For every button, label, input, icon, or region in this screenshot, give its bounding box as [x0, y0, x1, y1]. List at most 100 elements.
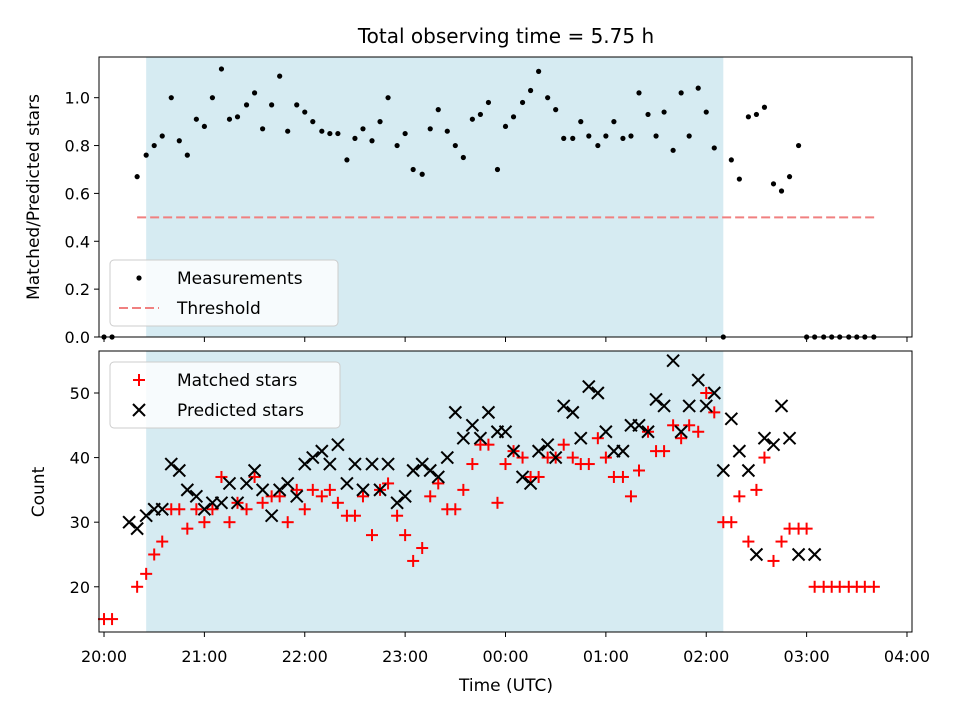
predicted-star-point — [331, 437, 345, 452]
measurement-point — [628, 133, 634, 139]
matched-star-point — [457, 483, 470, 496]
matched-star-point — [391, 509, 404, 522]
predicted-star-point — [365, 457, 379, 471]
measurement-point — [402, 130, 408, 137]
count-y-tick-label: 30 — [70, 513, 90, 532]
measurement-point — [184, 152, 190, 158]
x-tick-label: 03:00 — [784, 647, 830, 666]
measurement-point — [168, 95, 174, 101]
matched-star-point — [173, 503, 186, 516]
matched-star-point — [248, 470, 261, 483]
measurement-point — [711, 145, 717, 151]
predicted-star-point — [699, 399, 713, 413]
measurement-point — [570, 135, 576, 141]
predicted-star-point — [139, 509, 153, 523]
predicted-star-point — [180, 483, 195, 497]
measurement-point — [226, 116, 233, 122]
predicted-star-point — [415, 457, 429, 471]
count-legend: Matched stars Predicted stars — [109, 361, 341, 429]
x-tick-label: 00:00 — [482, 647, 528, 666]
measurement-point — [678, 90, 684, 96]
measurement-point — [770, 181, 777, 187]
measurement-point — [611, 119, 617, 125]
matched-star-point — [256, 496, 269, 509]
measurement-point — [460, 154, 466, 161]
predicted-star-point — [599, 425, 613, 439]
matched-star-point — [366, 529, 379, 542]
legend-measurements-label: Measurements — [177, 269, 303, 289]
predicted-star-point — [757, 431, 772, 445]
predicted-star-point — [298, 457, 312, 471]
matched-star-point — [482, 438, 495, 451]
measurement-point — [159, 133, 165, 139]
matched-star-point — [516, 451, 529, 464]
ratio-y-tick-label: 0.8 — [65, 137, 90, 156]
predicted-star-point — [130, 521, 144, 536]
matched-star-point — [131, 580, 144, 593]
matched-star-point — [449, 503, 462, 516]
matched-star-point — [407, 554, 420, 567]
matched-star-point — [800, 522, 813, 535]
measurement-point — [151, 142, 157, 149]
predicted-star-point — [749, 547, 764, 562]
matched-star-point — [725, 516, 738, 529]
measurement-point — [502, 123, 509, 130]
predicted-star-point — [406, 463, 420, 478]
ratio-legend: Measurements Threshold — [109, 259, 339, 327]
measurement-point — [661, 109, 667, 115]
legend-threshold-label: Threshold — [176, 299, 261, 319]
predicted-star-point — [566, 405, 580, 420]
measurement-point — [243, 102, 250, 108]
predicted-star-point — [315, 444, 329, 458]
matched-star-point — [532, 470, 545, 483]
measurement-point — [653, 133, 659, 139]
predicted-star-point — [398, 489, 412, 504]
measurement-point — [310, 119, 316, 125]
predicted-star-point — [649, 392, 663, 407]
predicted-star-point — [189, 489, 204, 504]
measurement-point — [636, 90, 642, 96]
measurement-point — [753, 111, 760, 118]
matched-star-point — [382, 477, 395, 490]
measurement-point — [553, 107, 559, 113]
measurement-point — [536, 68, 542, 74]
predicted-star-point — [164, 457, 178, 471]
matched-star-point — [156, 535, 169, 548]
measurement-point — [269, 102, 275, 108]
matched-star-point — [331, 496, 344, 509]
predicted-star-point — [423, 463, 437, 478]
predicted-star-point — [716, 463, 731, 478]
predicted-star-point — [691, 373, 705, 387]
predicted-star-point — [591, 386, 605, 400]
matched-star-point — [700, 386, 713, 399]
ratio-axis-ticks: 0.0 0.2 0.4 0.6 0.8 1.0 — [65, 89, 908, 347]
predicted-star-point — [290, 489, 304, 504]
measurement-point — [603, 133, 609, 139]
measurement-point — [352, 135, 358, 141]
measurement-points — [101, 66, 877, 340]
ratio-legend-box — [109, 259, 339, 327]
x-axis-ticks: 20:00 21:00 22:00 23:00 00:00 01:00 02:00 03:00… — [81, 632, 930, 666]
measurement-point — [695, 85, 701, 91]
matched-star-point — [281, 516, 294, 529]
measurement-point — [435, 107, 441, 113]
predicted-star-point — [791, 547, 806, 562]
predicted-star-point — [531, 444, 546, 458]
predicted-star-point — [523, 476, 538, 491]
measurement-point — [595, 142, 601, 149]
predicted-star-point — [155, 502, 169, 516]
predicted-star-point — [498, 425, 513, 439]
matched-star-point — [616, 470, 629, 483]
predicted-star-point — [373, 483, 387, 497]
measurement-point — [193, 116, 199, 122]
matched-star-point — [758, 451, 771, 464]
measurement-point — [670, 147, 676, 153]
matched-star-point — [632, 464, 645, 477]
predicted-star-point — [707, 386, 721, 400]
matched-star-point — [148, 548, 161, 561]
matched-star-point — [215, 470, 228, 483]
matched-star-point — [624, 490, 637, 503]
matched-star-point — [424, 490, 437, 503]
matched-star-point — [867, 580, 880, 593]
